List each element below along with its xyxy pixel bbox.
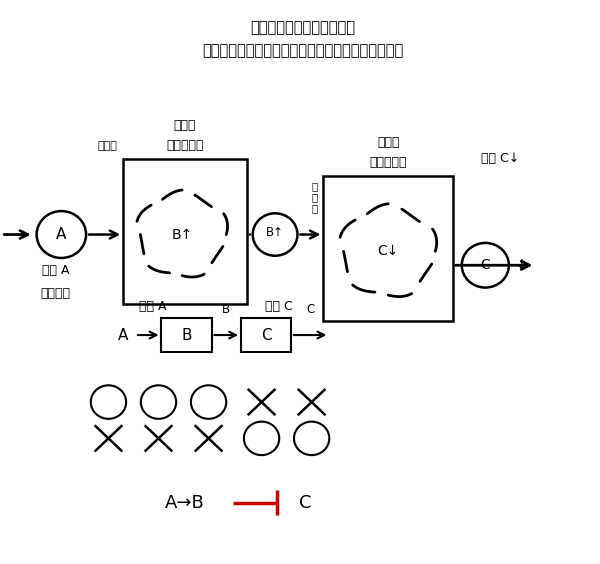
Text: （器官イ）: （器官イ） bbox=[370, 156, 407, 169]
Text: B↑: B↑ bbox=[172, 227, 193, 241]
Text: C: C bbox=[481, 258, 490, 272]
Text: 刺激 A: 刺激 A bbox=[139, 299, 166, 312]
Text: B: B bbox=[181, 328, 192, 342]
Text: イ細胞: イ細胞 bbox=[377, 136, 400, 149]
Text: C: C bbox=[260, 328, 271, 342]
Text: C: C bbox=[306, 302, 314, 315]
Text: 反応 C: 反応 C bbox=[265, 299, 293, 312]
Text: A: A bbox=[56, 227, 67, 242]
Text: C: C bbox=[299, 494, 312, 512]
Text: 反応 C↓: 反応 C↓ bbox=[481, 152, 519, 165]
FancyBboxPatch shape bbox=[123, 159, 247, 305]
Text: ↓: ↓ bbox=[515, 258, 526, 272]
Text: 刺激 A: 刺激 A bbox=[42, 265, 69, 277]
FancyBboxPatch shape bbox=[241, 318, 291, 352]
Text: （器官ア）: （器官ア） bbox=[166, 139, 204, 152]
Text: ア細胞: ア細胞 bbox=[174, 120, 196, 133]
FancyBboxPatch shape bbox=[161, 318, 212, 352]
Text: 受容体: 受容体 bbox=[97, 141, 117, 151]
FancyBboxPatch shape bbox=[323, 176, 453, 321]
Text: B↑: B↑ bbox=[266, 226, 284, 239]
Text: B: B bbox=[222, 302, 230, 315]
Text: A: A bbox=[118, 328, 128, 342]
Text: （物質）: （物質） bbox=[40, 287, 70, 299]
Text: C↓: C↓ bbox=[377, 244, 399, 258]
Text: 『生物の細胞（器官）間の: 『生物の細胞（器官）間の bbox=[250, 20, 355, 36]
Text: A→B: A→B bbox=[165, 494, 205, 512]
Text: 遺伝子発現と情報の流れ』（一般図、抑制もあり）: 遺伝子発現と情報の流れ』（一般図、抑制もあり） bbox=[202, 43, 403, 58]
Text: 受
容
体: 受 容 体 bbox=[311, 182, 317, 213]
